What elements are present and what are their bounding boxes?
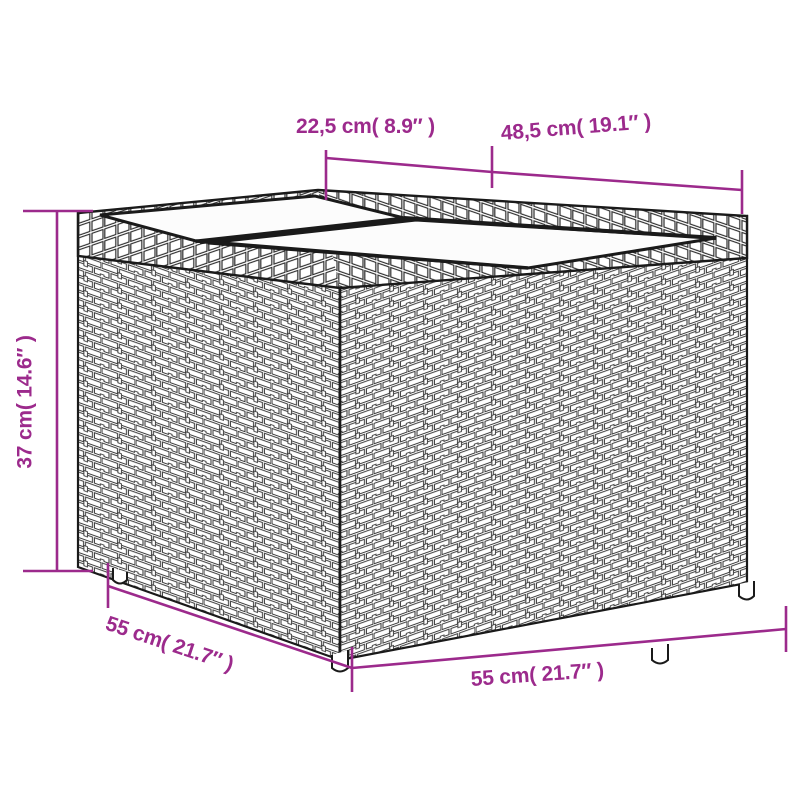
foot-right-rear xyxy=(738,581,755,601)
foot-left-rear xyxy=(112,568,128,585)
dimline-top-right xyxy=(491,170,743,192)
glass-top-panels xyxy=(99,194,717,270)
dimension-lines xyxy=(23,146,788,692)
dimension-label-table-height: 37 cm( 14.6″ ) xyxy=(13,335,37,469)
dimline-width xyxy=(351,627,787,670)
dimline-top-left xyxy=(325,156,493,174)
glass-divider-bar xyxy=(199,216,411,245)
dimline-depth xyxy=(107,584,353,670)
dimension-label-top-glass-panel-width: 22,5 cm( 8.9″ ) xyxy=(296,115,435,138)
foot-right xyxy=(651,644,669,665)
